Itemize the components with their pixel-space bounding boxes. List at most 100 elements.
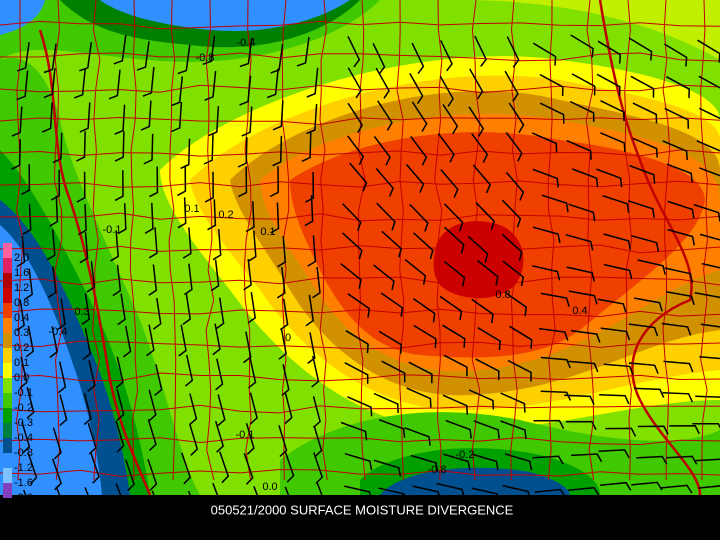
wind-barb bbox=[629, 164, 656, 184]
legend-swatch bbox=[3, 348, 12, 363]
wind-barb bbox=[305, 294, 315, 327]
wind-barb bbox=[84, 487, 96, 519]
wind-barb bbox=[502, 484, 531, 501]
wind-barb bbox=[306, 67, 319, 98]
wind-barb bbox=[700, 323, 720, 328]
wind-barb bbox=[27, 452, 38, 485]
wind-barb bbox=[410, 454, 439, 472]
wind-barb bbox=[661, 322, 692, 336]
wind-barb bbox=[632, 102, 658, 124]
wind-barb bbox=[476, 259, 499, 286]
wind-barb bbox=[279, 298, 289, 331]
wind-barb bbox=[628, 37, 653, 61]
wind-barb bbox=[270, 202, 280, 234]
wind-barb bbox=[404, 427, 431, 446]
wind-barb bbox=[207, 199, 217, 231]
wind-barb bbox=[148, 264, 158, 296]
wind-barb bbox=[666, 455, 698, 465]
wind-barb bbox=[410, 135, 428, 166]
wind-barb bbox=[665, 290, 695, 306]
wind-barb bbox=[597, 40, 622, 64]
wind-barb bbox=[347, 396, 373, 417]
wind-barb bbox=[313, 425, 323, 458]
wind-barb bbox=[566, 139, 592, 160]
wind-barb bbox=[694, 292, 720, 299]
wind-barb bbox=[42, 102, 53, 133]
wind-barb bbox=[253, 486, 264, 518]
wind-barb bbox=[177, 197, 187, 229]
county-border bbox=[0, 20, 720, 30]
wind-barb bbox=[411, 42, 425, 75]
wind-barb bbox=[698, 485, 720, 489]
wind-barb bbox=[633, 297, 663, 312]
wind-barb bbox=[507, 359, 532, 382]
wind-barb bbox=[243, 259, 252, 291]
wind-barb bbox=[405, 164, 425, 193]
wind-barb bbox=[86, 261, 96, 293]
wind-barb bbox=[245, 422, 255, 455]
wind-barb bbox=[149, 166, 159, 198]
contour-label: -0.8 bbox=[196, 52, 215, 64]
wind-barb bbox=[312, 396, 321, 429]
legend-label: 0.1 bbox=[14, 357, 29, 369]
wind-barb bbox=[178, 324, 187, 357]
wind-barb bbox=[412, 485, 442, 501]
wind-barb bbox=[605, 427, 637, 437]
wind-barb bbox=[564, 394, 595, 405]
wind-barb bbox=[500, 392, 526, 413]
county-border bbox=[205, 0, 215, 481]
wind-barb bbox=[570, 329, 601, 343]
wind-barb bbox=[50, 169, 61, 201]
wind-barb bbox=[534, 488, 566, 498]
wind-barb bbox=[695, 458, 720, 462]
wind-barb bbox=[696, 140, 720, 152]
wind-barb bbox=[565, 233, 594, 251]
wind-barb bbox=[633, 387, 665, 398]
wind-barb bbox=[187, 490, 199, 523]
wind-barb bbox=[136, 41, 150, 71]
wind-barb bbox=[113, 34, 127, 65]
wind-barb bbox=[347, 135, 365, 166]
wind-barb bbox=[439, 295, 463, 321]
legend-label: -0.8 bbox=[14, 447, 33, 459]
wind-barb bbox=[183, 263, 193, 296]
wind-barb bbox=[568, 360, 599, 373]
wind-barb bbox=[532, 168, 559, 188]
wind-barb bbox=[663, 43, 688, 67]
field-zone bbox=[0, 0, 45, 35]
wind-barb bbox=[375, 167, 394, 197]
wind-barb bbox=[532, 455, 564, 465]
legend-swatch bbox=[3, 483, 12, 498]
wind-barb bbox=[509, 325, 533, 349]
wind-barb bbox=[538, 327, 569, 341]
wind-barb bbox=[442, 394, 469, 415]
county-border bbox=[129, 0, 139, 481]
wind-barb bbox=[501, 233, 523, 261]
county-border bbox=[357, 0, 366, 481]
wind-barb bbox=[630, 75, 655, 98]
wind-barb bbox=[411, 101, 428, 132]
wind-barb bbox=[277, 236, 287, 268]
wind-barb bbox=[189, 423, 199, 456]
wind-barb bbox=[215, 297, 225, 330]
wind-barb bbox=[284, 450, 295, 483]
wind-barb bbox=[439, 75, 454, 107]
field-zone bbox=[0, 0, 720, 60]
wind-barb bbox=[440, 40, 453, 72]
wind-barb bbox=[21, 164, 31, 195]
wind-barb bbox=[504, 291, 528, 317]
wind-barb bbox=[52, 427, 62, 460]
county-border bbox=[0, 437, 720, 446]
legend-label: 0.0 bbox=[14, 372, 29, 384]
wind-barb bbox=[304, 171, 315, 203]
contour-labels: -0.4 -0.8 0.1 0.2 0.1 -0.1 0.3 -0.4 0 0.8 0.4 -0.1 -… bbox=[49, 37, 588, 493]
wind-barb bbox=[381, 360, 406, 383]
wind-barb bbox=[304, 195, 314, 227]
wind-barb bbox=[49, 326, 58, 358]
legend-label: 0.3 bbox=[14, 327, 29, 339]
wind-barb bbox=[204, 70, 217, 101]
wind-barb bbox=[505, 131, 523, 162]
wind-barb bbox=[443, 226, 465, 254]
legend-label: -0.4 bbox=[14, 432, 33, 444]
